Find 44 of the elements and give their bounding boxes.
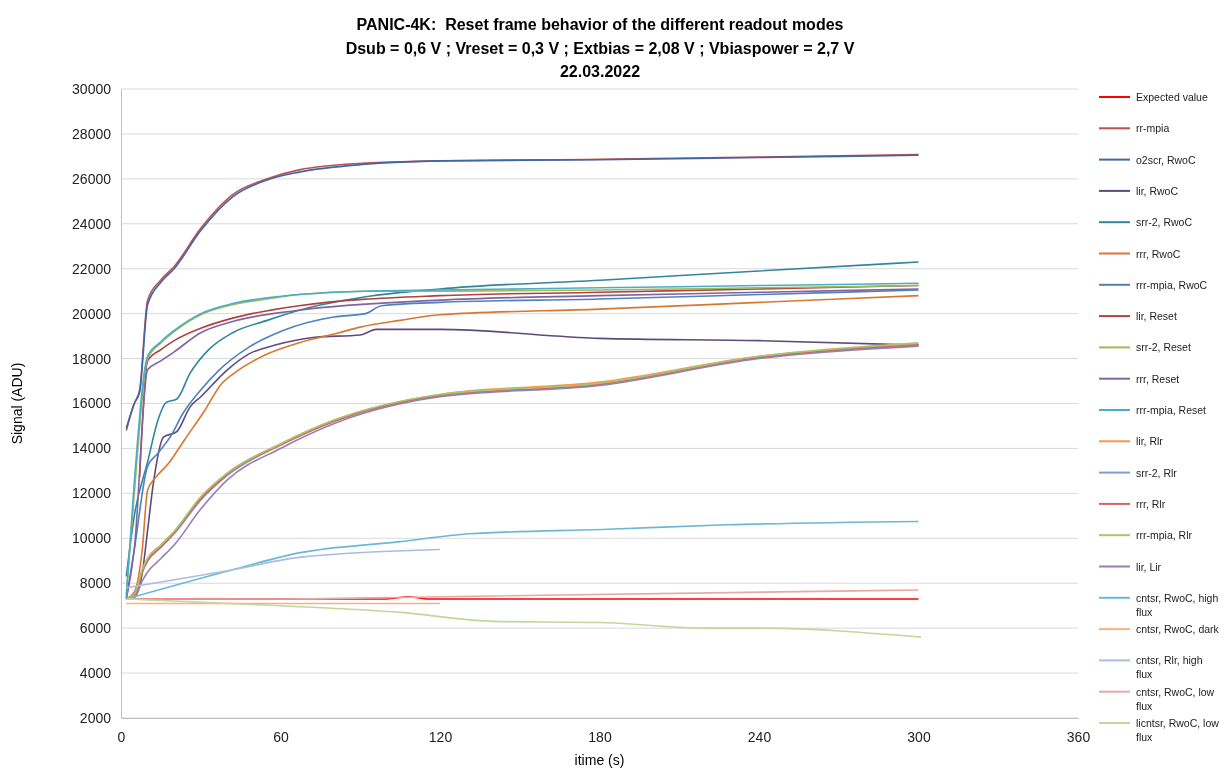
y-tick-label: 24000 xyxy=(72,215,112,232)
chart-title: PANIC-4K: Reset frame behavior of the different readout modes xyxy=(356,16,844,33)
x-tick-label: 120 xyxy=(428,728,453,745)
legend-label: srr-2, RwoC xyxy=(1136,216,1193,229)
legend-label: rrr, Reset xyxy=(1136,372,1180,385)
y-tick-label: 18000 xyxy=(72,350,112,367)
legend-label: rr-mpia xyxy=(1136,122,1170,135)
legend-label: srr-2, Rlr xyxy=(1136,466,1178,479)
legend-label: rrr-mpia, RwoC xyxy=(1136,278,1208,291)
y-tick-label: 28000 xyxy=(72,125,112,142)
x-tick-label: 180 xyxy=(588,728,612,745)
legend-label: rrr, Rlr xyxy=(1136,497,1166,510)
y-tick-label: 22000 xyxy=(72,260,112,277)
x-tick-label: 240 xyxy=(747,728,772,745)
chart-subtitle: Dsub = 0,6 V ; Vreset = 0,3 V ; Extbias = 2,08 V ; Vbiaspower = 2,7 V 22.03.2022 xyxy=(345,40,855,80)
y-tick-label: 10000 xyxy=(72,530,112,547)
legend-label: lir, Lir xyxy=(1136,560,1162,573)
y-tick-label: 12000 xyxy=(72,485,112,502)
x-tick-label: 0 xyxy=(117,728,126,745)
y-tick-label: 4000 xyxy=(79,665,112,682)
y-tick-label: 26000 xyxy=(72,170,112,187)
legend-label: o2scr, RwoC xyxy=(1136,153,1196,166)
legend-label: Expected value xyxy=(1136,91,1208,103)
y-tick-label: 8000 xyxy=(79,575,112,592)
legend-label: lir, RwoC xyxy=(1136,184,1179,197)
legend-label: srr-2, Reset xyxy=(1136,341,1191,354)
y-axis-title: Signal (ADU) xyxy=(9,362,25,445)
legend-label: rrr, RwoC xyxy=(1136,247,1181,260)
x-tick-label: 300 xyxy=(907,728,931,745)
x-tick-label: 360 xyxy=(1066,728,1091,745)
y-tick-label: 6000 xyxy=(79,620,112,637)
x-axis-title: itime (s) xyxy=(574,752,625,768)
legend-label: rrr-mpia, Rlr xyxy=(1136,529,1193,542)
legend-label: cntsr, RwoC, dark xyxy=(1136,623,1220,636)
legend-label: rrr-mpia, Reset xyxy=(1136,404,1207,416)
legend-label: licntsr, RwoC, low flux xyxy=(1136,717,1220,743)
legend-label: lir, Rlr xyxy=(1136,435,1164,448)
x-tick-label: 60 xyxy=(273,728,289,745)
y-tick-label: 16000 xyxy=(72,395,112,412)
y-tick-label: 14000 xyxy=(72,440,112,457)
y-tick-label: 30000 xyxy=(72,80,112,97)
legend-label: lir, Reset xyxy=(1136,310,1177,323)
y-tick-label: 2000 xyxy=(79,709,112,726)
y-tick-label: 20000 xyxy=(72,305,112,322)
